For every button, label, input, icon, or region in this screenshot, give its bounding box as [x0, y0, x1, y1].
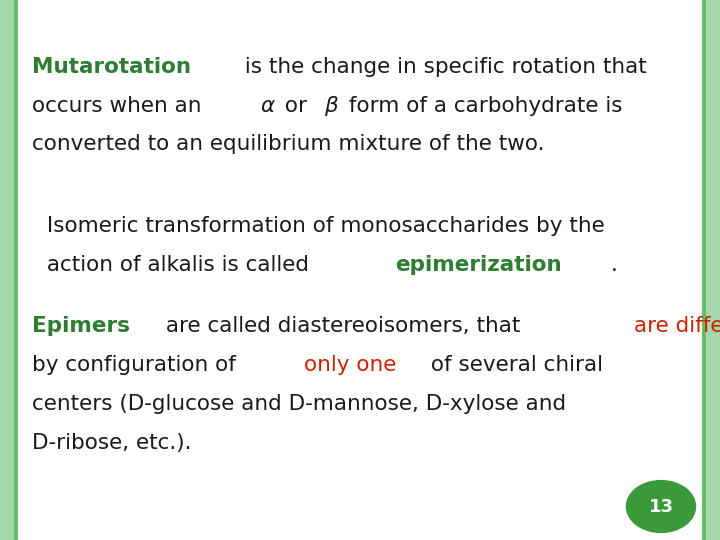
Text: is the change in specific rotation that: is the change in specific rotation that	[238, 57, 647, 77]
Text: 13: 13	[649, 497, 673, 516]
Text: Isomeric transformation of monosaccharides by the: Isomeric transformation of monosaccharid…	[40, 216, 604, 236]
Text: only one: only one	[305, 355, 397, 375]
Text: converted to an equilibrium mixture of the two.: converted to an equilibrium mixture of t…	[32, 134, 545, 154]
Text: epimerization: epimerization	[395, 255, 562, 275]
Text: occurs when an: occurs when an	[32, 96, 209, 116]
Text: β: β	[325, 96, 338, 116]
Text: D-ribose, etc.).: D-ribose, etc.).	[32, 433, 192, 453]
Text: or: or	[278, 96, 314, 116]
Circle shape	[626, 481, 696, 532]
Text: form of a carbohydrate is: form of a carbohydrate is	[342, 96, 623, 116]
Text: are called diastereoisomers, that: are called diastereoisomers, that	[159, 316, 527, 336]
Text: Mutarotation: Mutarotation	[32, 57, 192, 77]
Text: by configuration of: by configuration of	[32, 355, 243, 375]
Text: α: α	[260, 96, 274, 116]
Text: are differ: are differ	[634, 316, 720, 336]
Text: .: .	[611, 255, 618, 275]
Text: of several chiral: of several chiral	[423, 355, 603, 375]
Text: centers (D-glucose and D-mannose, D-xylose and: centers (D-glucose and D-mannose, D-xylo…	[32, 394, 567, 414]
Text: Epimers: Epimers	[32, 316, 130, 336]
Text: action of alkalis is called: action of alkalis is called	[40, 255, 315, 275]
